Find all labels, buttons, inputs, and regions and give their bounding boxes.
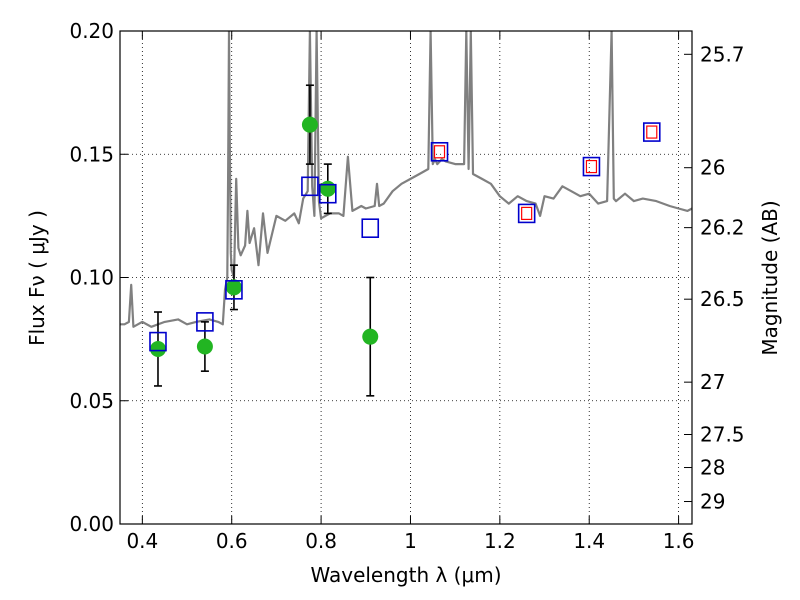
right-tick-label: 26.2 xyxy=(700,216,745,240)
x-tick-label: 0.6 xyxy=(216,529,248,553)
y-tick-label: 0.00 xyxy=(69,512,114,536)
y-tick-label: 0.10 xyxy=(69,266,114,290)
x-tick-label: 0.8 xyxy=(305,529,337,553)
model-box xyxy=(196,312,214,332)
right-tick-label: 29 xyxy=(700,490,725,514)
y-tick-label: 0.20 xyxy=(69,19,114,43)
x-tick-label: 1.4 xyxy=(573,529,605,553)
grid xyxy=(120,30,692,525)
plot-frame xyxy=(119,30,693,525)
model-box-inner xyxy=(521,206,533,221)
x-tick-label: 0.4 xyxy=(126,529,158,553)
y-axis-right-label: Magnitude (AB) xyxy=(758,200,782,355)
x-tick-label: 1.6 xyxy=(663,529,695,553)
model-box xyxy=(517,203,536,224)
model-boxes-layer xyxy=(149,122,661,352)
y-tick-label: 0.05 xyxy=(69,389,114,413)
model-box-inner xyxy=(646,125,658,139)
right-tick-label: 28 xyxy=(700,456,725,480)
spectrum-layer xyxy=(120,31,692,328)
axes-layer: 0.4 0.6 0.8 1 1.2 1.4 1.6 0.00 0.05 0.10 0.15 0.20 2… xyxy=(69,19,744,553)
y-tick-label: 0.15 xyxy=(69,142,114,166)
model-box xyxy=(430,141,449,162)
observed-point xyxy=(225,279,242,296)
right-tick-label: 27 xyxy=(700,370,725,394)
model-box xyxy=(582,156,601,177)
observed-point xyxy=(149,340,166,357)
errorbar-layer xyxy=(153,84,375,397)
spectrum-line xyxy=(120,31,692,328)
model-box xyxy=(149,331,167,352)
right-tick-label: 26 xyxy=(700,156,725,180)
observed-point xyxy=(362,328,379,345)
observed-point xyxy=(196,338,213,355)
model-box-inner xyxy=(585,159,598,174)
observed-point xyxy=(319,180,336,197)
model-box xyxy=(318,183,337,204)
x-axis-label: Wavelength λ (μm) xyxy=(310,563,501,587)
model-box-inner xyxy=(433,145,446,159)
x-tick-label: 1 xyxy=(404,529,417,553)
right-tick-label: 26.5 xyxy=(700,287,745,311)
model-box xyxy=(642,122,661,142)
right-tick-label: 27.5 xyxy=(700,423,745,447)
model-box xyxy=(225,280,243,300)
x-tick-label: 1.2 xyxy=(484,529,516,553)
model-box xyxy=(361,218,380,238)
model-box xyxy=(301,176,319,197)
observed-point xyxy=(301,116,318,133)
right-tick-label: 25.7 xyxy=(700,42,745,66)
observed-points-layer xyxy=(149,116,379,357)
y-axis-label: Flux Fν ( μJy ) xyxy=(25,210,49,346)
